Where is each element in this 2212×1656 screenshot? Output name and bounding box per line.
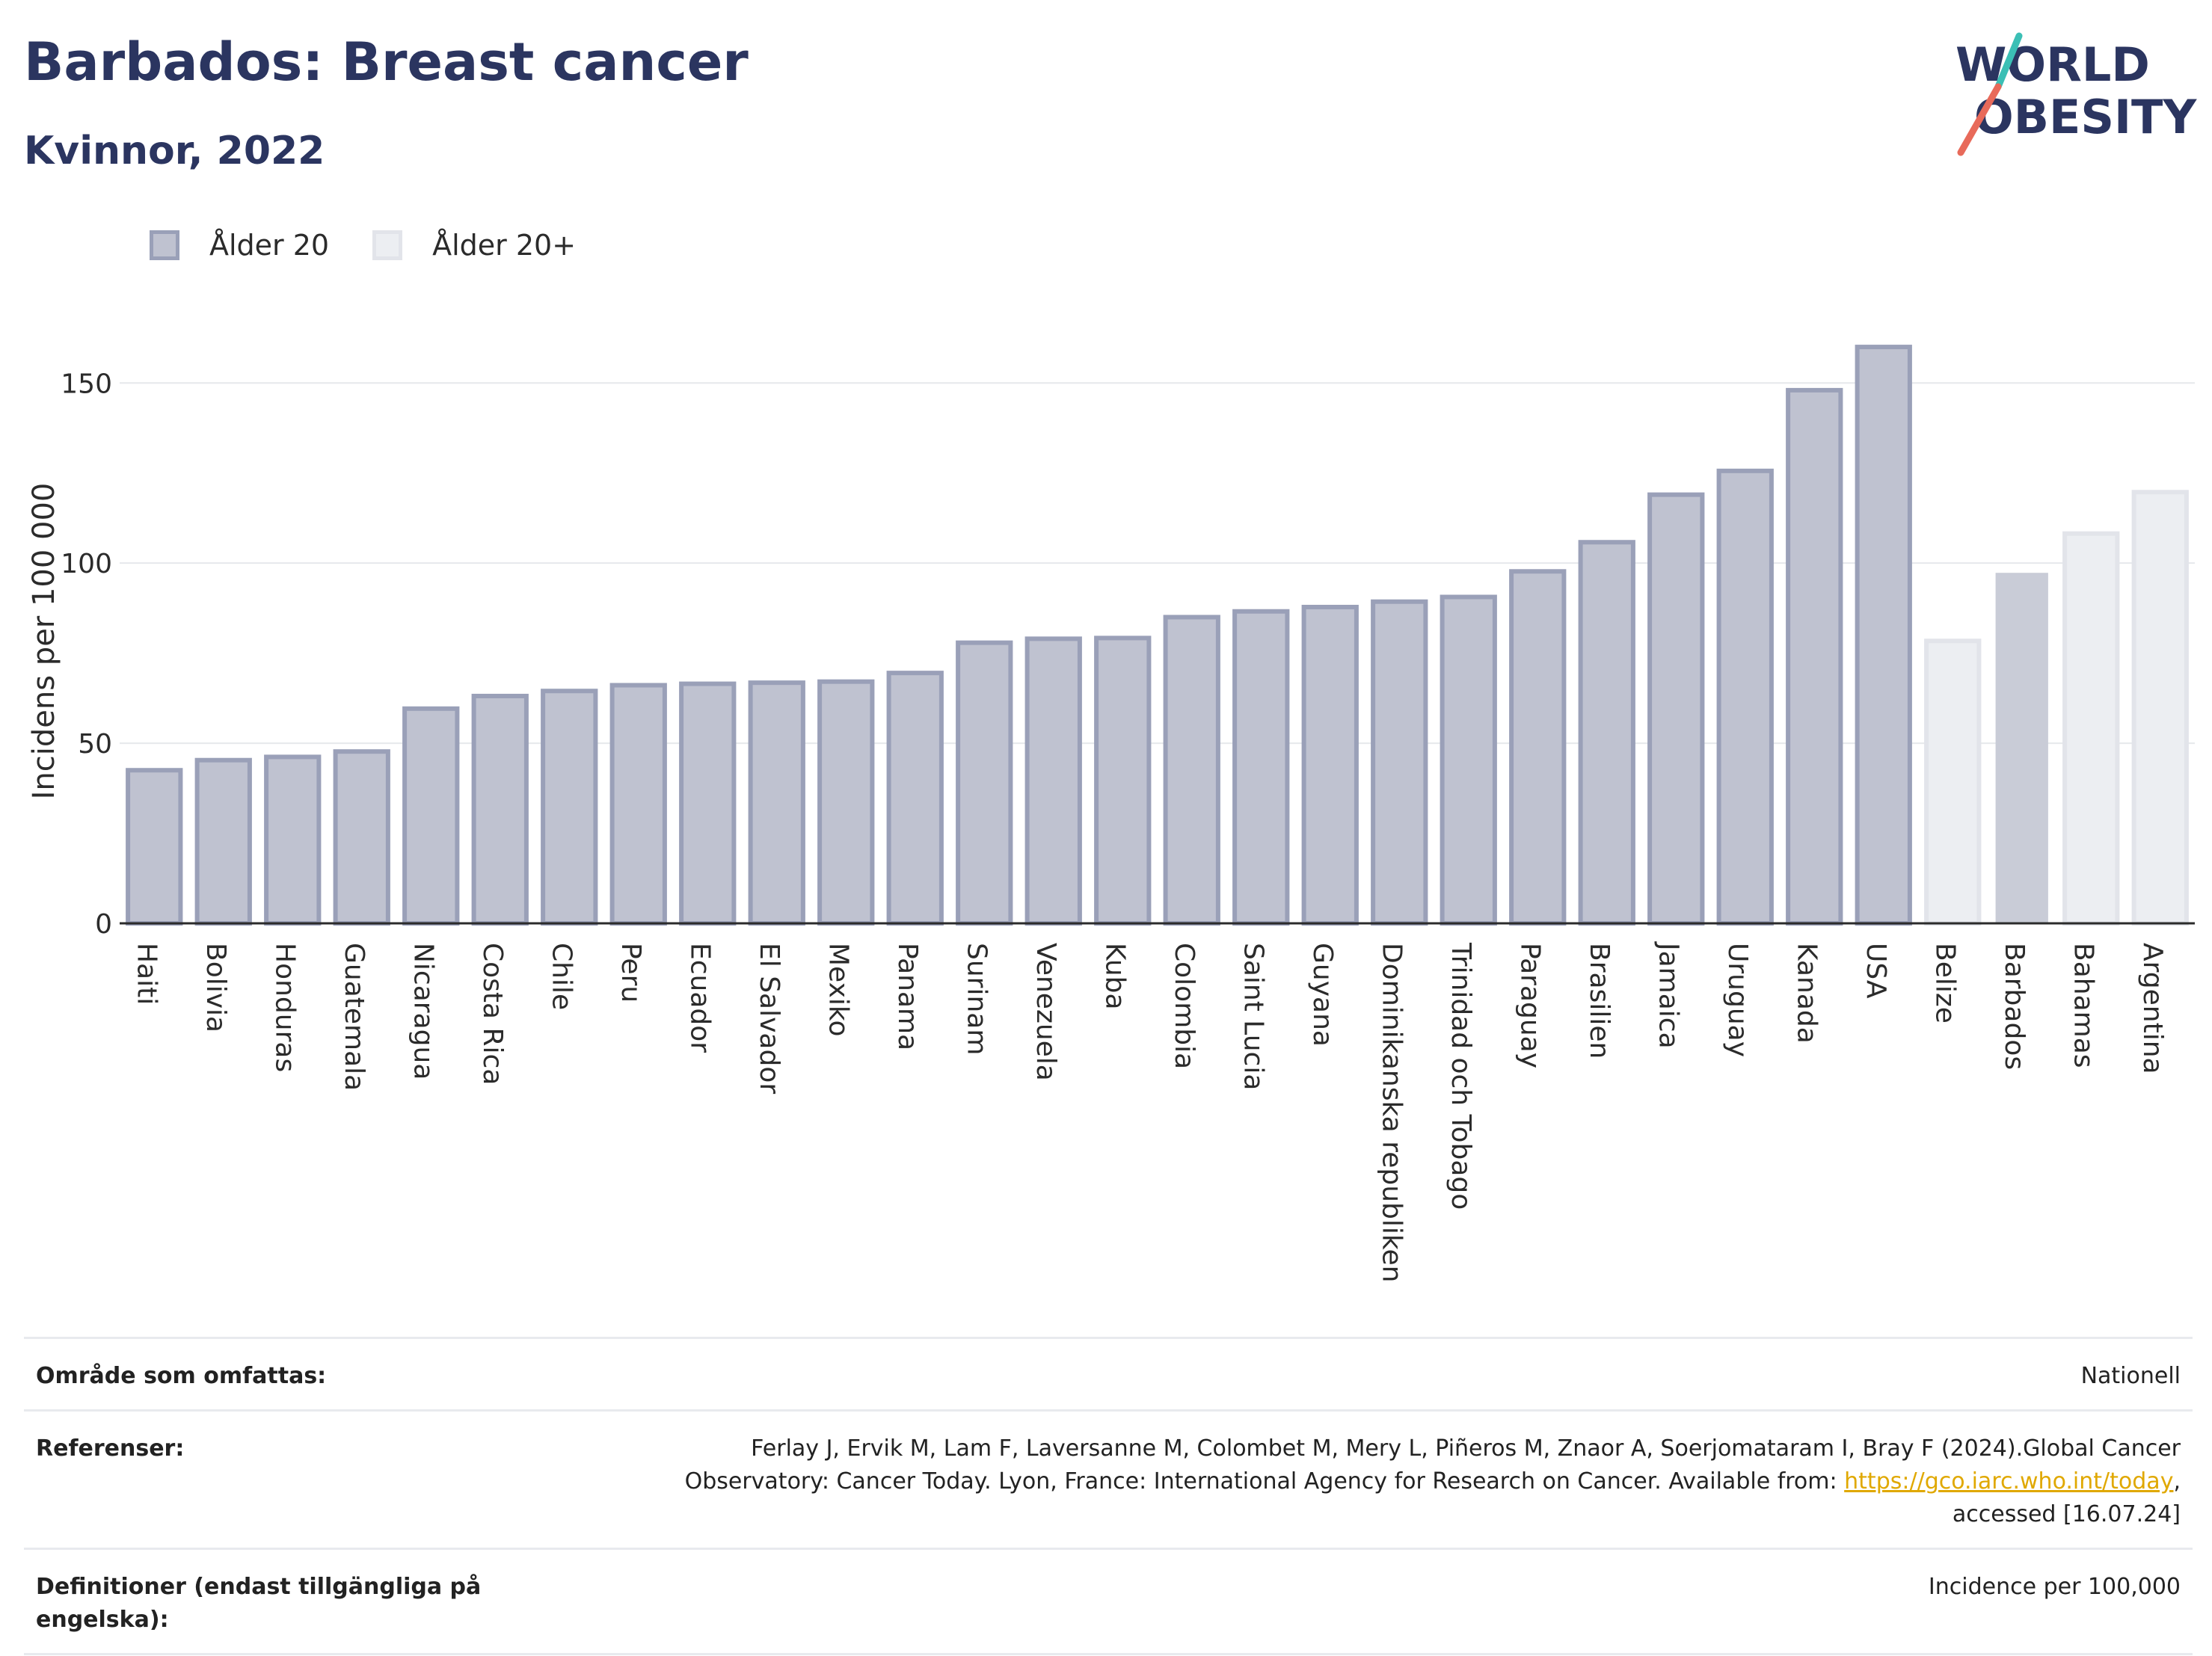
bar-honduras[interactable]	[264, 754, 322, 926]
references-line3: accessed [16.07.24]	[1952, 1501, 2181, 1527]
bar-colombia[interactable]	[1163, 615, 1220, 926]
bar-haiti[interactable]	[126, 768, 183, 926]
legend-swatch-age-20-plus	[372, 230, 403, 260]
x-tick-label: Peru	[615, 943, 646, 1003]
x-tick-label: Costa Rica	[477, 943, 508, 1085]
x-tick-label: Chile	[546, 943, 577, 1010]
x-tick-label: Paraguay	[1514, 943, 1545, 1068]
bar-belize[interactable]	[1924, 638, 1982, 926]
x-axis-ticks: Haiti Bolivia Honduras Guatemala Nicaragua Co…	[131, 941, 2168, 1282]
x-tick-label: Surinam	[961, 943, 992, 1055]
x-tick-label: Saint Lucia	[1238, 943, 1268, 1090]
bar-costa-rica[interactable]	[471, 693, 529, 926]
bar-paraguay[interactable]	[1509, 569, 1567, 926]
bar-peru[interactable]	[609, 683, 667, 926]
y-tick-label: 100	[61, 549, 112, 579]
x-tick-label: Panama	[892, 943, 923, 1050]
legend-item-age-20-plus[interactable]: Ålder 20+	[372, 229, 576, 262]
info-table: Område som omfattas: Nationell Referense…	[24, 1337, 2193, 1655]
bar-bahamas[interactable]	[2062, 531, 2120, 926]
x-tick-label: Bolivia	[200, 943, 231, 1032]
x-tick-label: Venezuela	[1030, 943, 1061, 1081]
x-tick-label: Dominikanska republiken	[1376, 943, 1407, 1282]
legend-swatch-age-20	[150, 230, 179, 260]
bar-nicaragua[interactable]	[402, 706, 460, 926]
bar-ecuador[interactable]	[679, 681, 737, 926]
bar-barbados[interactable]	[1995, 573, 2048, 923]
bar-chile[interactable]	[541, 689, 598, 926]
x-tick-label: El Salvador	[754, 943, 784, 1094]
coverage-label: Område som omfattas:	[36, 1363, 327, 1389]
x-tick-label: Ecuador	[684, 943, 715, 1053]
world-obesity-logo: WORLD OBESITY	[1956, 32, 2197, 156]
bar-trinidad-och-tobago[interactable]	[1440, 594, 1497, 926]
y-axis-title: Incidens per 100 000	[27, 483, 61, 800]
y-tick-label: 150	[61, 369, 112, 399]
references-line1: Ferlay J, Ervik M, Lam F, Laversanne M, …	[751, 1435, 2181, 1462]
bar-mexiko[interactable]	[817, 679, 875, 926]
bar-el-salvador[interactable]	[748, 680, 805, 926]
references-line2: Observatory: Cancer Today. Lyon, France:…	[684, 1468, 1845, 1495]
bar-chart: 0 50 100 150 Haiti Bolivia Honduras Guatemala N…	[27, 345, 2195, 1282]
x-tick-label: Kuba	[1099, 943, 1130, 1010]
x-tick-label: Kanada	[1791, 943, 1822, 1044]
bar-kuba[interactable]	[1094, 635, 1152, 926]
x-tick-label: Jamaica	[1653, 941, 1683, 1049]
x-tick-label: Uruguay	[1722, 943, 1753, 1057]
x-tick-label: Mexiko	[823, 943, 853, 1036]
references-comma: ,	[2173, 1468, 2181, 1495]
coverage-value: Nationell	[2080, 1363, 2181, 1389]
x-tick-label: Belize	[1929, 943, 1960, 1024]
bar-usa[interactable]	[1855, 345, 1912, 926]
x-tick-label: Guatemala	[339, 943, 369, 1091]
y-tick-label: 50	[78, 729, 112, 760]
bar-bolivia[interactable]	[194, 757, 252, 926]
gridlines	[120, 382, 2195, 745]
y-tick-label: 0	[95, 909, 112, 940]
x-tick-label: Haiti	[131, 943, 162, 1005]
bar-kanada[interactable]	[1786, 387, 1843, 926]
legend-label-age-20: Ålder 20	[209, 229, 330, 262]
svg-text:OBESITY: OBESITY	[1974, 90, 2197, 144]
page-subtitle: Kvinnor, 2022	[24, 129, 325, 173]
svg-text:WORLD: WORLD	[1956, 37, 2150, 92]
x-tick-label: Guyana	[1307, 943, 1338, 1047]
bar-guyana[interactable]	[1301, 604, 1359, 926]
x-tick-label: Trinidad och Tobago	[1446, 942, 1476, 1210]
x-tick-label: Brasilien	[1584, 943, 1615, 1059]
x-tick-label: Argentina	[2137, 943, 2168, 1074]
bar-guatemala[interactable]	[333, 749, 390, 926]
y-axis-ticks: 0 50 100 150	[61, 369, 112, 940]
bars	[126, 345, 2189, 926]
bar-venezuela[interactable]	[1024, 636, 1082, 926]
chart-legend: Ålder 20 Ålder 20+	[150, 224, 576, 266]
bar-surinam[interactable]	[956, 640, 1013, 926]
x-tick-label: Bahamas	[2068, 943, 2098, 1068]
bar-dominikanska-republiken[interactable]	[1371, 599, 1428, 926]
definitions-value: Incidence per 100,000	[1928, 1574, 2181, 1600]
bar-panama[interactable]	[886, 671, 944, 926]
references-value: Ferlay J, Ervik M, Lam F, Laversanne M, …	[535, 1432, 2181, 1531]
x-tick-label: USA	[1861, 943, 1891, 999]
bar-saint-lucia[interactable]	[1232, 609, 1290, 926]
x-tick-label: Nicaragua	[408, 943, 438, 1080]
bar-argentina[interactable]	[2131, 490, 2189, 926]
legend-item-age-20[interactable]: Ålder 20	[150, 229, 329, 262]
references-link[interactable]: https://gco.iarc.who.int/today	[1844, 1468, 2174, 1495]
x-tick-label: Colombia	[1169, 943, 1199, 1069]
references-label: Referenser:	[36, 1435, 185, 1462]
x-tick-label: Barbados	[1999, 943, 2030, 1070]
legend-label-age-20-plus: Ålder 20+	[432, 229, 577, 262]
page-title: Barbados: Breast cancer	[24, 31, 749, 93]
bar-uruguay[interactable]	[1716, 468, 1774, 926]
bar-jamaica[interactable]	[1647, 492, 1705, 926]
bar-brasilien[interactable]	[1578, 540, 1635, 926]
x-tick-label: Honduras	[269, 943, 300, 1072]
info-row-definitions: Definitioner (endast tillgängliga på eng…	[24, 1548, 2193, 1655]
info-row-coverage: Område som omfattas: Nationell	[24, 1337, 2193, 1409]
definitions-label: Definitioner (endast tillgängliga på eng…	[36, 1574, 482, 1633]
info-row-references: Referenser: Ferlay J, Ervik M, Lam F, La…	[24, 1409, 2193, 1548]
